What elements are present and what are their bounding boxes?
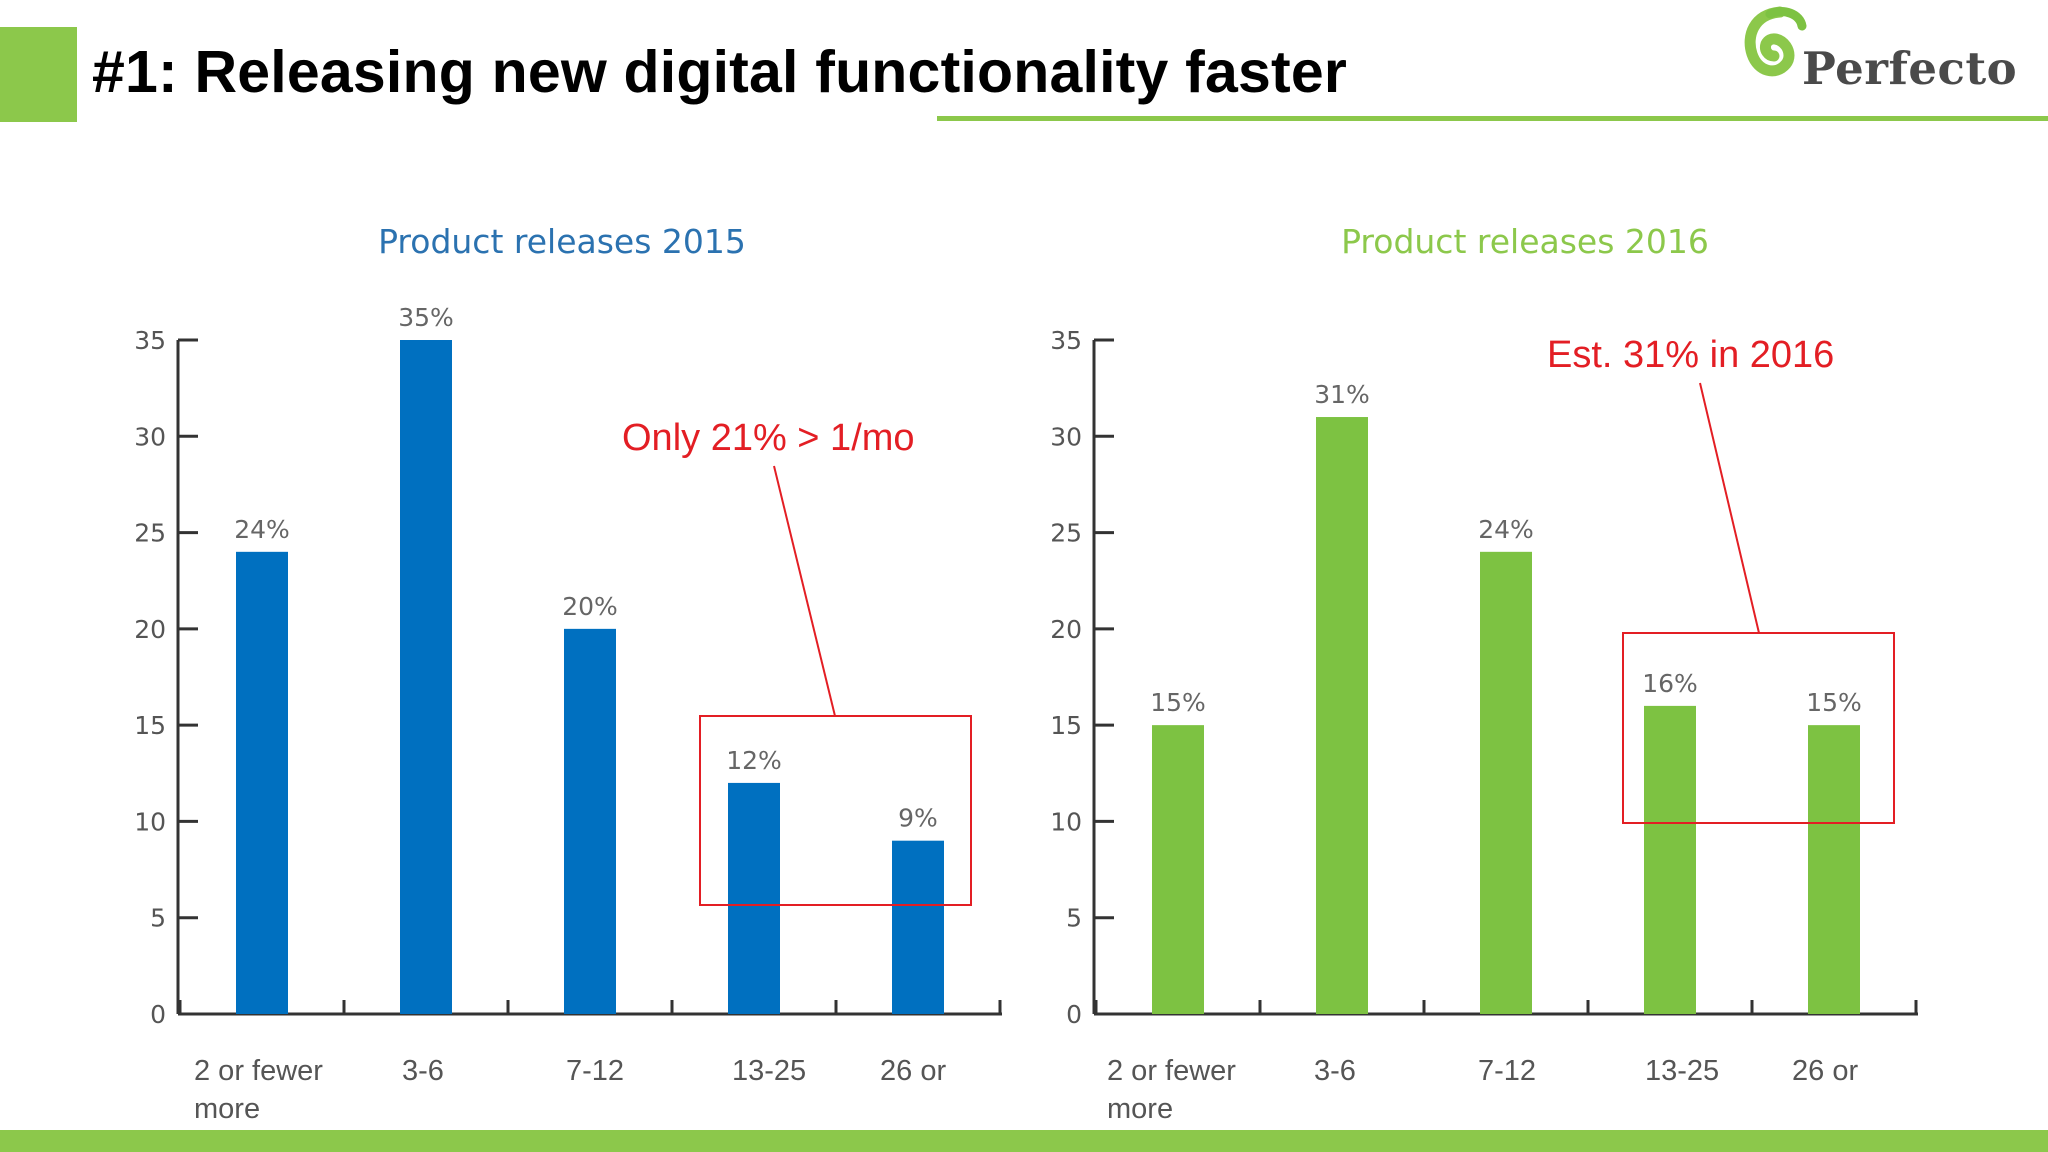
title-underline (937, 116, 2048, 121)
chart-0-y-tick-label: 0 (150, 1000, 166, 1029)
chart-0-y-tick-label: 30 (134, 422, 166, 451)
chart-0-y-tick-label: 15 (134, 711, 166, 740)
chart-0-bar (892, 840, 944, 1014)
chart-1-y-tick-label: 15 (1050, 711, 1082, 740)
chart-0-category-label: 7-12 (566, 1055, 624, 1087)
chart-1-y-tick-label: 30 (1050, 422, 1082, 451)
chart-1-category-label: 2 or fewer (1107, 1055, 1236, 1087)
chart-0-y-tick-label: 25 (134, 519, 166, 548)
chart-1-annotation-text: Est. 31% in 2016 (1547, 334, 1834, 376)
chart-0-bar (728, 782, 780, 1014)
footer-bar (0, 1130, 2048, 1152)
chart-1-y-tick-label: 25 (1050, 519, 1082, 548)
chart-0-y-tick-label: 5 (150, 904, 166, 933)
chart-1-value-label: 15% (1150, 688, 1206, 717)
chart-1-value-label: 15% (1806, 688, 1862, 717)
chart-0-category-label: more (194, 1093, 260, 1125)
chart-1-bar (1480, 551, 1532, 1014)
chart-1-callout-line (1699, 382, 1760, 634)
chart-0-category-label: 26 or (880, 1055, 946, 1087)
chart-0-title: Product releases 2015 (378, 222, 746, 261)
logo-wordmark: Perfecto (1802, 42, 2018, 95)
chart-0-bar (400, 340, 452, 1014)
perfecto-leaf-icon (1744, 6, 1807, 77)
chart-1-value-label: 24% (1478, 515, 1534, 544)
chart-1-category-label: 7-12 (1478, 1055, 1536, 1087)
chart-0-category-label: 3-6 (402, 1055, 444, 1087)
chart-0-value-label: 9% (898, 804, 938, 833)
chart-1-category-label: 3-6 (1314, 1055, 1356, 1087)
chart-0-annotation-text: Only 21% > 1/mo (622, 417, 915, 459)
perfecto-logo: Perfecto (1740, 4, 2040, 99)
chart-1-bar (1808, 725, 1860, 1014)
chart-1-y-tick-label: 35 (1050, 326, 1082, 355)
chart-0-value-label: 35% (398, 303, 454, 332)
chart-0-bar (564, 628, 616, 1014)
chart-0-y-tick-label: 35 (134, 326, 166, 355)
chart-1-y-tick-label: 0 (1066, 1000, 1082, 1029)
chart-1-y-tick-label: 5 (1066, 904, 1082, 933)
chart-0-category-label: 2 or fewer (194, 1055, 323, 1087)
chart-0-value-label: 12% (726, 746, 782, 775)
chart-1-value-label: 31% (1314, 380, 1370, 409)
page-title: #1: Releasing new digital functionality … (92, 39, 1348, 105)
chart-1-bar (1644, 705, 1696, 1014)
chart-0-value-label: 24% (234, 515, 290, 544)
chart-0-y-tick-label: 10 (134, 807, 166, 836)
chart-1-value-label: 16% (1642, 669, 1698, 698)
chart-0-callout-line (773, 465, 836, 717)
chart-1-category-label: 13-25 (1645, 1055, 1719, 1087)
chart-0-highlight-box (699, 715, 972, 906)
chart-0-value-label: 20% (562, 592, 618, 621)
chart-0-y-tick-label: 20 (134, 615, 166, 644)
chart-0-category-label: 13-25 (732, 1055, 806, 1087)
chart-1-category-label: 26 or (1792, 1055, 1858, 1087)
chart-1-title: Product releases 2016 (1341, 222, 1709, 261)
chart-1-y-tick-label: 10 (1050, 807, 1082, 836)
chart-1-y-tick-label: 20 (1050, 615, 1082, 644)
chart-1-bar (1316, 417, 1368, 1014)
chart-1-category-label: more (1107, 1093, 1173, 1125)
chart-0-bar (236, 551, 288, 1014)
title-accent-block (0, 27, 77, 122)
chart-1-bar (1152, 725, 1204, 1014)
